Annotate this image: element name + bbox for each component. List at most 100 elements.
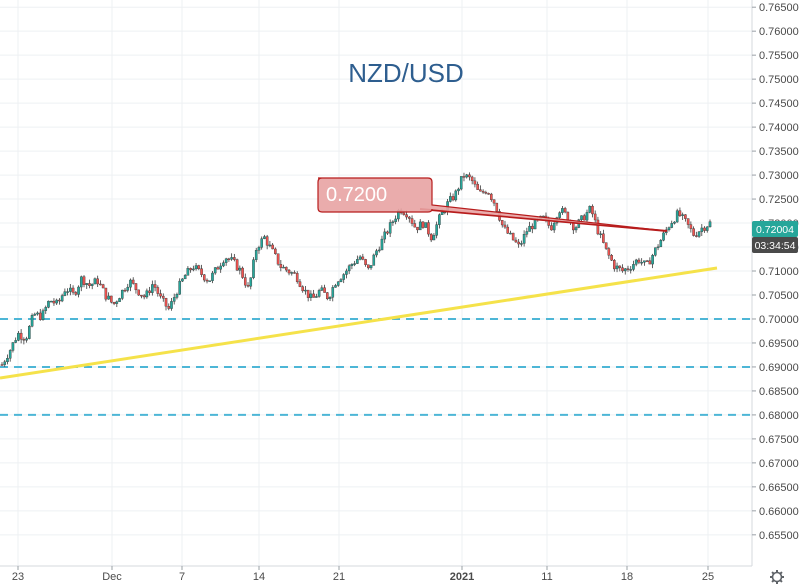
candle-body [654, 247, 657, 256]
candle-body [189, 268, 192, 271]
candle-body [6, 358, 9, 363]
candle-body [429, 233, 433, 241]
y-tick-label: 0.68500 [759, 386, 799, 398]
y-tick-label: 0.65500 [759, 530, 799, 542]
candle-body [268, 244, 272, 247]
candle-body [531, 225, 534, 230]
candle-body [421, 221, 425, 228]
candle-body [287, 269, 291, 274]
annotation: 0.7200 [317, 177, 668, 232]
candle-body [402, 212, 406, 215]
candle-body [93, 278, 97, 285]
candle-body [55, 299, 58, 304]
candle-body [678, 210, 682, 216]
candle-body [137, 289, 140, 296]
candle-body [224, 258, 228, 263]
candle-body [120, 289, 124, 299]
candle-body [295, 273, 299, 282]
x-tick-label: 23 [12, 571, 24, 583]
candle-body [451, 196, 455, 201]
candle-body [161, 295, 165, 299]
candle-body [500, 220, 504, 226]
candle-body [481, 190, 485, 193]
candle-body [643, 260, 646, 263]
y-tick-label: 0.73000 [759, 170, 799, 182]
candle-body [388, 222, 392, 234]
x-tick-label: 2021 [450, 571, 474, 583]
candle-body [101, 284, 105, 289]
candle-body [123, 289, 127, 292]
candle-body [301, 286, 304, 292]
candle-body [689, 224, 693, 229]
candle-body [99, 283, 102, 286]
candle-body [585, 212, 589, 221]
y-tick-label: 0.70000 [759, 314, 799, 326]
candle-body [131, 279, 135, 284]
x-tick-label: 25 [702, 571, 714, 583]
candle-body [637, 259, 641, 263]
candle-body [28, 326, 31, 339]
candle-body [613, 260, 616, 270]
candle-body [350, 264, 354, 266]
candle-body [167, 306, 171, 309]
candle-body [342, 274, 345, 280]
last-price-badge [752, 221, 798, 237]
candle-body [320, 287, 324, 291]
candle-body [47, 300, 50, 308]
candle-body [339, 279, 343, 282]
candle-body [323, 287, 326, 293]
gear-icon [771, 571, 783, 583]
candle-body [438, 214, 441, 225]
candle-body [112, 301, 116, 304]
candle-body [615, 265, 619, 270]
candle-body [263, 236, 266, 239]
candle-body [142, 295, 146, 298]
candle-body [364, 259, 367, 265]
candle-body [604, 242, 608, 249]
candle-body [408, 216, 411, 219]
candle-body [487, 193, 490, 195]
candle-body [164, 297, 168, 307]
candle-body [293, 272, 296, 274]
settings-gear-icon[interactable] [770, 570, 784, 584]
candle-body [484, 192, 488, 194]
candle-body [629, 269, 633, 271]
candle-body [216, 267, 220, 270]
candle-body [151, 284, 154, 293]
candle-body [312, 293, 315, 298]
y-tick-label: 0.67000 [759, 458, 799, 470]
y-tick-label: 0.76000 [759, 26, 799, 38]
candle-body [667, 227, 671, 231]
x-tick-label: 11 [541, 571, 552, 583]
candle-body [208, 280, 212, 282]
candle-body [375, 250, 378, 256]
x-axis-panel [0, 566, 752, 586]
candle-body [254, 250, 258, 260]
y-tick-label: 0.71000 [759, 266, 799, 278]
candle-body [79, 276, 83, 288]
candle-body [309, 293, 313, 298]
candle-body [233, 257, 236, 260]
candle-body [440, 211, 444, 215]
candle-body [602, 233, 605, 243]
candle-body [563, 208, 567, 213]
annotation-label: 0.7200 [326, 184, 387, 206]
candle-body [369, 265, 373, 269]
candle-body [462, 176, 466, 178]
candle-body [580, 215, 583, 220]
candle-body [386, 231, 389, 234]
candle-body [159, 293, 162, 297]
candle-body [104, 287, 108, 300]
candle-body [194, 265, 198, 270]
candle-body [459, 176, 463, 190]
y-tick-label: 0.75500 [759, 50, 799, 62]
candle-body [454, 190, 458, 201]
candle-body [380, 238, 384, 251]
candle-body [599, 233, 602, 236]
candle-body [279, 264, 283, 268]
candle-body [561, 208, 564, 213]
y-tick-label: 0.66500 [759, 482, 799, 494]
candle-body [66, 291, 69, 293]
candle-body [74, 292, 78, 295]
